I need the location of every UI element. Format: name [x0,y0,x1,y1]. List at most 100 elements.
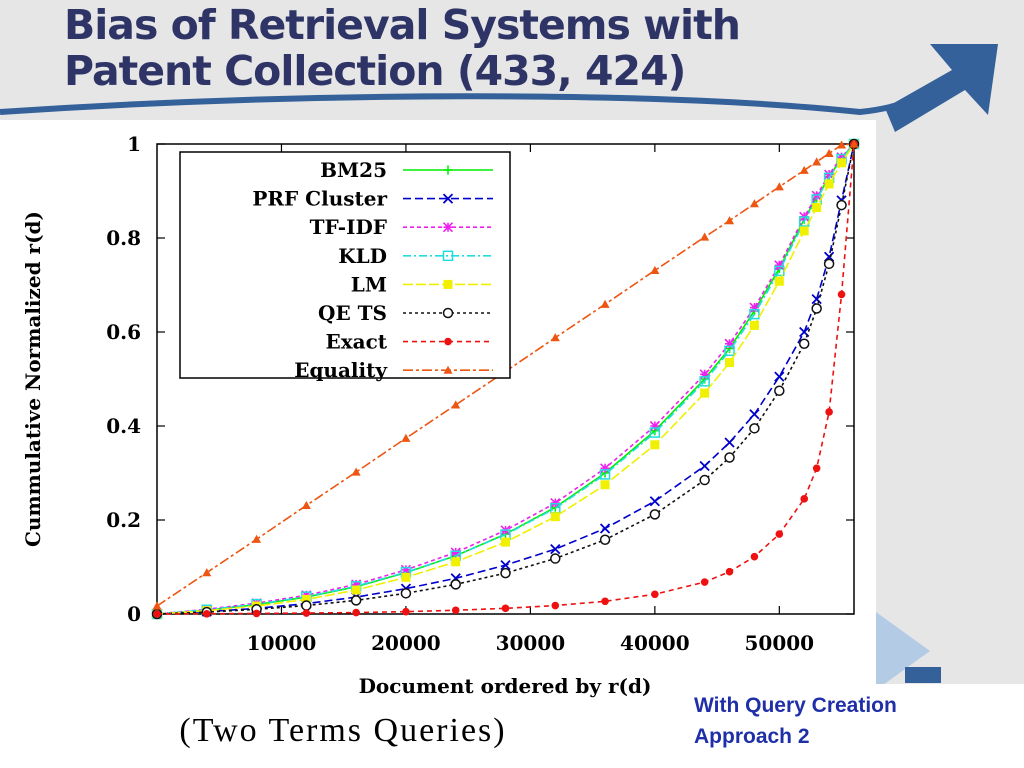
data-point [500,567,511,579]
legend-label: LM [351,272,387,296]
data-point [811,303,822,314]
data-point [812,157,822,166]
legend-label: BM25 [320,158,387,182]
data-point [749,199,759,208]
data-point [550,333,560,342]
data-point [749,302,760,313]
data-point [550,553,561,564]
data-point [443,365,453,374]
y-tick-label: 0.8 [106,226,141,250]
data-point [351,579,362,590]
axis-ticks: 10000 20000 30000 40000 50000 0 0.2 0.4 0.6 0.8 1 [106,132,854,655]
data-point [649,509,661,520]
data-point [699,460,710,472]
data-point [400,564,411,575]
data-point [699,369,710,380]
data-point [600,299,610,308]
data-point [302,609,311,617]
data-point [601,597,609,606]
slide-title: Bias of Retrieval Systems with Patent Co… [64,1,741,95]
series-line [156,143,855,615]
data-point [450,579,461,590]
legend-label: KLD [338,244,387,268]
data-point [775,530,784,538]
data-point [750,552,759,561]
data-point [749,409,760,420]
data-point [749,423,760,434]
data-point [699,474,710,486]
data-point [649,496,660,507]
x-tick-label: 10000 [247,631,317,655]
series-line [156,143,855,615]
data-point [600,480,610,490]
data-point [824,169,835,180]
data-point [153,610,161,618]
y-tick-label: 0 [127,602,141,626]
data-point [442,307,454,319]
data-point [551,601,560,610]
x-tick-label: 20000 [371,631,441,655]
data-point [836,152,847,163]
series-equality [152,139,859,610]
legend: BM25 PRF Cluster TF-IDF KLD LM QE TS Exact Equa… [179,151,511,382]
data-point [599,469,611,480]
data-point [724,338,735,349]
data-point [812,464,821,473]
data-point [725,567,734,576]
y-tick-label: 0.4 [106,414,141,438]
data-point [824,179,834,189]
series-layer [151,138,860,620]
chart: 10000 20000 30000 40000 5000000.20.40.60.81 … [21,132,860,698]
corner-block [905,667,941,683]
plot-frame [156,143,855,615]
plot-border [156,143,855,615]
legend-label: PRF Cluster [252,187,387,211]
data-point [451,400,461,409]
legend-label: Exact [325,330,387,354]
data-point [650,265,660,275]
series-exact [153,140,858,618]
data-point [442,250,454,262]
data-point [849,139,859,148]
data-point [749,320,759,330]
chart-caption: (Two Terms Queries) [179,712,507,749]
y-tick-label: 1 [127,132,141,156]
data-point [401,433,411,442]
data-point [500,559,511,571]
series-qe-ts [151,138,860,620]
data-point [352,608,360,617]
light-arrow-icon [876,612,930,690]
data-point [202,568,212,577]
data-point [152,601,162,610]
data-point [649,420,660,432]
header-arrow-icon [885,44,998,132]
data-point [749,308,760,320]
data-point [443,279,453,289]
data-point [550,512,560,522]
data-point [443,165,453,175]
data-point [351,467,361,476]
data-point [451,606,460,615]
data-point [725,358,735,368]
data-point [350,595,362,606]
data-point [651,590,659,599]
data-point [825,408,833,416]
data-point [252,609,261,618]
data-point [700,388,710,398]
x-tick-label: 30000 [496,631,566,655]
data-point [650,440,660,450]
data-point [451,557,461,567]
legend-box [179,151,511,379]
data-point [836,199,847,211]
data-point [351,585,361,595]
y-tick-label: 0.2 [106,508,141,532]
data-point [501,537,510,547]
data-point [444,337,452,346]
data-point [774,182,784,191]
data-point [202,609,211,618]
x-axis-title: Document ordered by r(d) [359,674,652,698]
data-point [724,452,735,463]
data-point [402,607,410,616]
x-tick-label: 50000 [745,631,815,655]
data-point [442,193,454,204]
